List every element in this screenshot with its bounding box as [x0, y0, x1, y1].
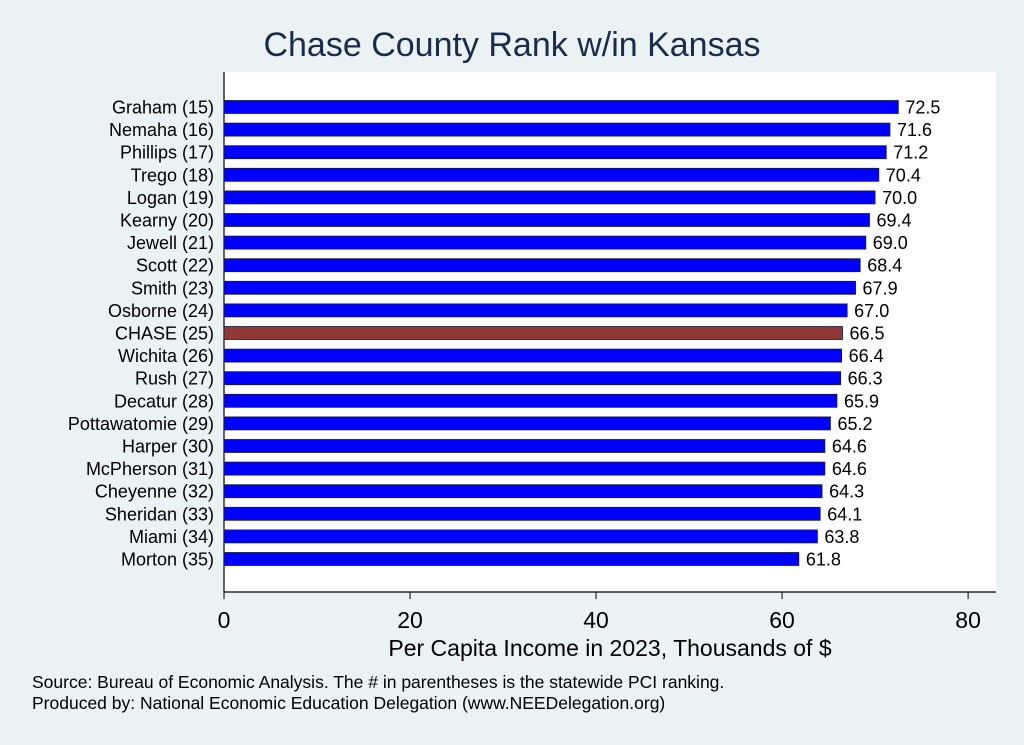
- bar: [223, 280, 856, 295]
- chart-title: Chase County Rank w/in Kansas: [263, 26, 761, 64]
- category-label: Morton (35): [121, 550, 214, 570]
- category-label: Kearny (20): [120, 211, 214, 231]
- bar: [223, 213, 870, 227]
- value-label: 61.8: [806, 550, 841, 570]
- value-label: 64.3: [829, 482, 864, 502]
- value-label: 66.3: [848, 369, 883, 389]
- x-axis-title: Per Capita Income in 2023, Thousands of …: [388, 635, 831, 661]
- bar: [223, 303, 848, 318]
- bar: [223, 416, 831, 431]
- value-label: 70.0: [882, 188, 917, 208]
- category-label: Osborne (24): [108, 301, 214, 321]
- bar: [223, 506, 821, 521]
- value-label: 69.4: [877, 211, 912, 231]
- bar-highlight: [223, 326, 843, 340]
- category-label: Smith (23): [131, 278, 214, 298]
- bar: [223, 371, 842, 386]
- chart-notes: Source: Bureau of Economic Analysis. The…: [32, 672, 724, 714]
- value-label: 72.5: [905, 98, 940, 118]
- category-label: Nemaha (16): [109, 120, 214, 140]
- value-label: 71.2: [893, 143, 928, 163]
- category-label: Rush (27): [135, 369, 214, 389]
- x-tick-label: 80: [955, 607, 981, 633]
- value-label: 68.4: [867, 256, 902, 276]
- value-label: 64.6: [832, 437, 867, 457]
- value-label: 64.1: [827, 504, 862, 524]
- category-label: Graham (15): [112, 98, 214, 118]
- category-label: McPherson (31): [86, 459, 214, 479]
- category-label: Scott (22): [136, 256, 214, 276]
- category-label: Cheyenne (32): [95, 482, 214, 502]
- bar: [223, 122, 891, 137]
- value-label: 70.4: [886, 165, 921, 185]
- bar: [223, 393, 838, 408]
- x-tick-label: 20: [397, 607, 423, 633]
- x-tick-label: 40: [583, 607, 609, 633]
- bar: [223, 145, 887, 160]
- value-label: 66.4: [849, 346, 884, 366]
- value-label: 71.6: [897, 120, 932, 140]
- value-label: 66.5: [850, 324, 885, 344]
- bar: [223, 167, 880, 182]
- bar: [223, 258, 861, 273]
- category-label: Pottawatomie (29): [68, 414, 214, 434]
- x-tick-label: 0: [218, 607, 231, 633]
- bar: [223, 348, 842, 363]
- category-label: Logan (19): [127, 188, 214, 208]
- bar: [223, 190, 876, 205]
- category-label: Jewell (21): [127, 233, 214, 253]
- bar: [223, 529, 818, 544]
- value-label: 65.2: [837, 414, 872, 434]
- x-tick-label: 60: [769, 607, 795, 633]
- value-label: 69.0: [873, 233, 908, 253]
- bar: [223, 100, 899, 114]
- source-note: Source: Bureau of Economic Analysis. The…: [32, 672, 725, 692]
- category-label: Harper (30): [122, 437, 214, 457]
- bar: [223, 484, 823, 499]
- value-label: 64.6: [832, 459, 867, 479]
- value-label: 63.8: [824, 527, 859, 547]
- value-label: 67.9: [863, 278, 898, 298]
- category-label: Phillips (17): [120, 143, 214, 163]
- category-label: Miami (34): [129, 527, 214, 547]
- value-label: 67.0: [854, 301, 889, 321]
- producer-note: Produced by: National Economic Education…: [32, 693, 666, 713]
- bar: [223, 439, 826, 453]
- category-label: CHASE (25): [115, 324, 214, 344]
- category-label: Decatur (28): [114, 391, 214, 411]
- value-label: 65.9: [844, 391, 879, 411]
- category-label: Wichita (26): [118, 346, 214, 366]
- bar: [223, 552, 800, 566]
- category-label: Sheridan (33): [105, 504, 214, 524]
- category-label: Trego (18): [131, 165, 214, 185]
- bar: [223, 461, 826, 476]
- bar: [223, 235, 867, 250]
